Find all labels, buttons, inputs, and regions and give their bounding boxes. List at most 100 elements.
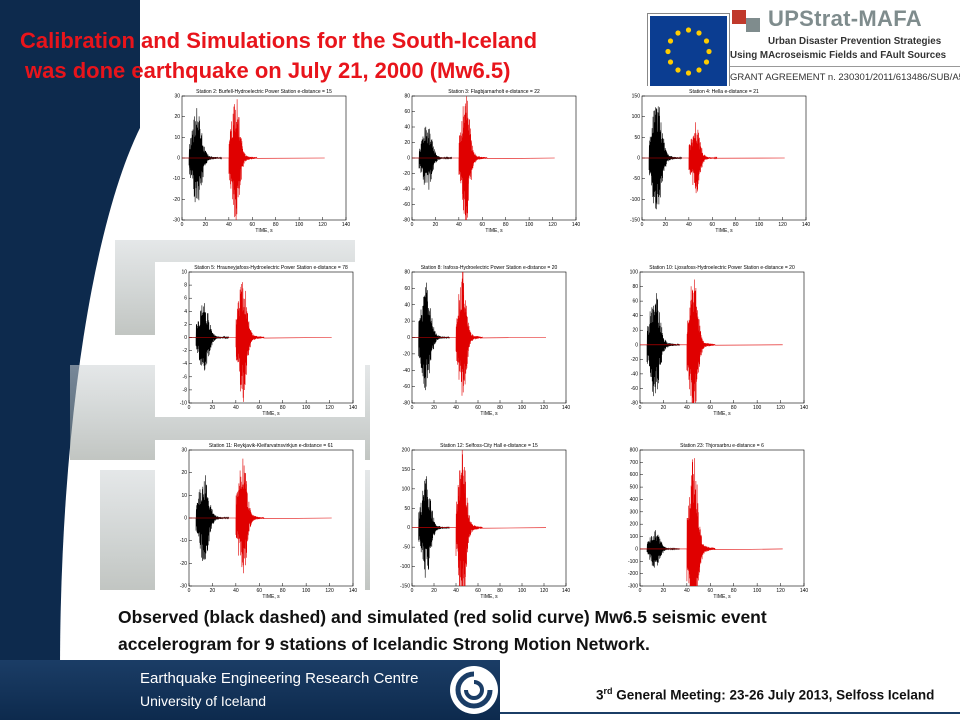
x-tick-label: 0 xyxy=(188,405,191,411)
x-tick-label: 120 xyxy=(325,588,334,594)
seismogram-chart: Station 2: Burfell-Hydroelectric Power S… xyxy=(173,89,351,234)
y-tick-label: 2 xyxy=(184,322,187,328)
observed-trace xyxy=(412,282,450,391)
y-tick-label: -300 xyxy=(628,584,638,590)
seismogram-panel: Station 3: Flagbjarnarholt e-distance = … xyxy=(378,86,588,234)
x-tick-label: 60 xyxy=(250,222,256,228)
y-tick-label: 20 xyxy=(632,328,638,334)
y-tick-label: 100 xyxy=(402,486,411,492)
y-tick-label: -4 xyxy=(183,361,188,367)
y-tick-label: 0 xyxy=(184,335,187,341)
y-tick-label: 10 xyxy=(181,493,187,499)
y-tick-label: 0 xyxy=(635,546,638,552)
x-tick-label: 0 xyxy=(411,588,414,594)
plot-frame xyxy=(639,449,805,587)
y-tick-label: -10 xyxy=(180,401,187,407)
grant-agreement: GRANT AGREEMENT n. 230301/2011/613486/SU… xyxy=(730,72,960,83)
x-tick-label: 100 xyxy=(518,405,527,411)
upstrat-mafa-logo: UPStrat-MAFA Urban Disaster Prevention S… xyxy=(730,6,960,88)
x-axis-label: TIME, s xyxy=(485,228,503,234)
simulated-trace xyxy=(189,282,332,402)
y-tick-label: 100 xyxy=(630,534,639,540)
observed-trace xyxy=(189,303,230,371)
x-tick-label: 100 xyxy=(302,405,311,411)
y-tick-label: -60 xyxy=(631,386,638,392)
x-tick-label: 80 xyxy=(733,222,739,228)
x-tick-label: 40 xyxy=(686,222,692,228)
y-tick-label: 0 xyxy=(177,156,180,162)
y-tick-label: 100 xyxy=(630,270,639,276)
y-tick-label: 700 xyxy=(630,460,639,466)
y-tick-label: 50 xyxy=(404,506,410,512)
x-tick-label: 40 xyxy=(233,405,239,411)
simulated-trace xyxy=(640,458,783,587)
x-tick-label: 140 xyxy=(800,405,809,411)
seismogram-chart: Station 10: Ljosafoss-Hydroelectric Powe… xyxy=(630,265,809,417)
y-tick-label: -100 xyxy=(630,197,640,203)
y-tick-label: -6 xyxy=(183,374,188,380)
seismogram-panel: Station 12: Selfoss-City Hall e-distance… xyxy=(378,440,578,600)
chart-title: Station 12: Selfoss-City Hall e-distance… xyxy=(440,443,538,449)
y-tick-label: -80 xyxy=(403,401,410,407)
footer-bar xyxy=(0,660,500,720)
x-axis-label: TIME, s xyxy=(480,411,498,417)
x-tick-label: 140 xyxy=(802,222,811,228)
logo-title: UPStrat-MAFA xyxy=(768,6,922,31)
chart-title: Station 8: Irafoss-Hydroelectric Power S… xyxy=(421,265,558,271)
x-tick-label: 120 xyxy=(548,222,557,228)
y-tick-label: 60 xyxy=(632,299,638,305)
chart-title: Station 2: Burfell-Hydroelectric Power S… xyxy=(196,89,332,95)
y-tick-label: 80 xyxy=(404,94,410,100)
slide-title: Calibration and Simulations for the Sout… xyxy=(20,26,537,86)
simulated-trace xyxy=(189,458,332,574)
y-tick-label: 0 xyxy=(407,335,410,341)
y-tick-label: -8 xyxy=(183,387,188,393)
simulated-trace xyxy=(412,449,547,587)
y-tick-label: 100 xyxy=(632,114,641,120)
seismogram-chart: Station 3: Flagbjarnarholt e-distance = … xyxy=(403,89,581,234)
seismogram-panel: Station 8: Irafoss-Hydroelectric Power S… xyxy=(378,262,578,417)
y-tick-label: 40 xyxy=(404,125,410,131)
x-tick-label: 60 xyxy=(257,405,263,411)
logo-divider xyxy=(730,66,960,67)
x-tick-label: 140 xyxy=(349,588,358,594)
caption-line-2: accelerogram for 9 stations of Icelandic… xyxy=(118,634,650,654)
x-tick-label: 80 xyxy=(280,405,286,411)
observed-trace xyxy=(642,106,683,210)
x-tick-label: 20 xyxy=(433,222,439,228)
y-tick-label: 80 xyxy=(404,270,410,276)
y-tick-label: -40 xyxy=(403,368,410,374)
simulated-trace xyxy=(642,122,785,194)
y-tick-label: 20 xyxy=(404,319,410,325)
y-tick-label: -2 xyxy=(183,348,188,354)
y-tick-label: -20 xyxy=(180,561,187,567)
x-tick-label: 120 xyxy=(776,588,785,594)
y-tick-label: -20 xyxy=(631,357,638,363)
x-tick-label: 100 xyxy=(295,222,304,228)
meeting-details: General Meeting: 23-26 July 2013, Selfos… xyxy=(612,687,935,703)
logo-line-1: Urban Disaster Prevention Strategies xyxy=(768,36,942,47)
x-tick-label: 0 xyxy=(411,222,414,228)
x-tick-label: 100 xyxy=(525,222,534,228)
y-tick-label: 10 xyxy=(181,270,187,276)
y-tick-label: -20 xyxy=(173,197,180,203)
x-tick-label: 20 xyxy=(431,588,437,594)
x-tick-label: 20 xyxy=(210,588,216,594)
x-tick-label: 80 xyxy=(497,588,503,594)
y-tick-label: 400 xyxy=(630,497,639,503)
seismogram-panel: Station 2: Burfell-Hydroelectric Power S… xyxy=(148,86,358,234)
x-tick-label: 20 xyxy=(661,405,667,411)
x-tick-label: 120 xyxy=(325,405,334,411)
y-tick-label: -60 xyxy=(403,384,410,390)
y-tick-label: 20 xyxy=(404,140,410,146)
x-tick-label: 100 xyxy=(753,588,762,594)
y-tick-label: 40 xyxy=(404,302,410,308)
chart-title: Station 10: Ljosafoss-Hydroelectric Powe… xyxy=(649,265,795,271)
x-tick-label: 60 xyxy=(475,588,481,594)
plot-frame xyxy=(639,271,805,404)
chart-title: Station 5: Hrauneyjafoss-Hydroelectric P… xyxy=(194,265,348,271)
y-tick-label: 60 xyxy=(404,109,410,115)
x-tick-label: 0 xyxy=(641,222,644,228)
simulated-trace xyxy=(412,96,555,221)
x-tick-label: 60 xyxy=(708,405,714,411)
